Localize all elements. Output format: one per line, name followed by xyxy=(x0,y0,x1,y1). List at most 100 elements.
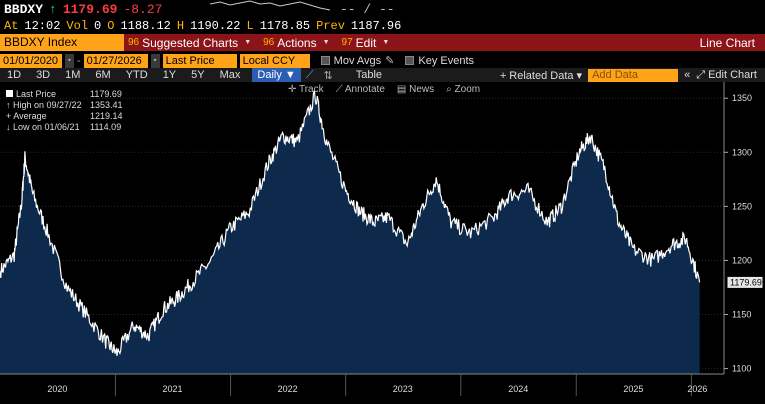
period-max[interactable]: Max xyxy=(219,69,241,81)
mov-avgs-label: Mov Avgs xyxy=(333,54,382,67)
y-tick-label: 1100 xyxy=(732,364,751,374)
legend-row[interactable]: Last Price 1179.69 xyxy=(6,89,123,100)
pencil-icon[interactable]: ✎ xyxy=(385,55,395,67)
y-tick-label: 1350 xyxy=(732,93,752,103)
chart-style-icon[interactable]: ⇅ xyxy=(323,69,333,82)
caret-down-icon: ▼ xyxy=(322,39,330,46)
y-tick-label: 1250 xyxy=(732,201,752,211)
x-tick-label: 2020 xyxy=(47,384,67,394)
open-label: O xyxy=(107,18,115,33)
bid-ask: -- / -- xyxy=(340,2,395,17)
legend-row: + Average 1219.14 xyxy=(6,111,123,121)
x-tick-label: 2022 xyxy=(278,384,298,394)
period-6m[interactable]: 6M xyxy=(95,69,111,81)
currency-selector[interactable]: Local CCY xyxy=(239,53,310,68)
high-label: H xyxy=(176,18,185,33)
last-price-tag-text: 1179.69 xyxy=(730,277,762,287)
x-axis: 2020 2021 2022 2023 2024 2025 2026 xyxy=(0,373,724,396)
period-1d[interactable]: 1D xyxy=(7,69,22,81)
menu-number: 96 xyxy=(128,37,140,48)
chart-panel[interactable]: 1100 1150 1200 1250 1300 1350 2020 2021 2022 202… xyxy=(0,82,765,404)
ticker-symbol[interactable]: BBDXY xyxy=(4,2,44,17)
y-tick-label: 1150 xyxy=(732,310,751,320)
range-separator: - xyxy=(77,54,81,67)
x-tick-label: 2024 xyxy=(508,384,528,394)
price-chart[interactable]: 1100 1150 1200 1250 1300 1350 2020 2021 2022 202… xyxy=(0,82,765,404)
last-price-tag-box xyxy=(726,275,764,289)
related-data-button[interactable]: + Related Data ▾ xyxy=(499,69,583,82)
y-axis: 1100 1150 1200 1250 1300 1350 xyxy=(723,82,752,374)
y-tick-label: 1300 xyxy=(732,147,752,157)
frequency-label: Daily xyxy=(257,69,282,81)
menu-label: Actions xyxy=(277,35,317,50)
legend-label: High on 09/27/22 xyxy=(13,100,82,110)
caret-down-icon: ▼ xyxy=(244,39,252,46)
price-change: -8.27 xyxy=(123,2,163,17)
period-5y[interactable]: 5Y xyxy=(191,69,205,81)
news-button[interactable]: ▤ News xyxy=(396,84,435,95)
mov-avgs-toggle[interactable]: Mov Avgs ✎ xyxy=(320,54,395,67)
menu-bar: BBDXY Index 96 Suggested Charts ▼ 96 Act… xyxy=(0,34,765,51)
menu-suggested-charts[interactable]: 96 Suggested Charts ▼ xyxy=(124,34,259,51)
add-data-input[interactable]: Add Data xyxy=(588,68,679,82)
annotate-button[interactable]: ⟋ Annotate xyxy=(335,84,385,95)
legend-row: ↓ Low on 01/06/21 1114.09 xyxy=(6,122,122,132)
legend-value: 1114.09 xyxy=(90,122,122,132)
sparkline-icon xyxy=(210,0,330,11)
period-1y[interactable]: 1Y xyxy=(162,69,177,81)
start-date-field[interactable]: 01/01/2020 xyxy=(0,53,62,68)
period-3d[interactable]: 3D xyxy=(36,69,51,81)
x-tick-label: 2021 xyxy=(163,384,183,394)
x-tick-label: 2026 xyxy=(687,384,707,394)
legend-label: Average xyxy=(13,111,47,121)
legend-label: Last Price xyxy=(16,89,57,99)
table-button[interactable]: Table xyxy=(355,69,383,81)
checkbox-icon xyxy=(320,56,330,65)
quote-low: 1178.85 xyxy=(259,18,311,33)
y-tick-label: 1200 xyxy=(732,255,752,265)
end-date-field[interactable]: 01/27/2026 xyxy=(83,53,148,68)
price-area xyxy=(0,90,700,374)
zoom-button[interactable]: ⌕ Zoom xyxy=(446,84,481,95)
legend-value: 1219.14 xyxy=(90,111,123,121)
quote-prev: 1187.96 xyxy=(350,18,402,33)
date-range-row: 01/01/2020 ▪ - 01/27/2026 ▪ Last Price L… xyxy=(0,53,765,68)
last-price: 1179.69 xyxy=(62,2,118,17)
price-line xyxy=(0,90,701,356)
quote-volume: 0 xyxy=(94,18,102,33)
line-chart-icon[interactable]: ⟋ xyxy=(305,68,314,81)
edit-chart-button[interactable]: ⤢ Edit Chart xyxy=(690,69,765,82)
calendar-icon[interactable]: ▪ xyxy=(150,53,160,68)
x-tick-label: 2025 xyxy=(623,384,643,394)
collapse-icon[interactable]: « xyxy=(684,69,691,81)
menu-label: Edit xyxy=(355,35,377,50)
news-label: News xyxy=(409,84,435,95)
quote-high: 1190.22 xyxy=(190,18,241,33)
period-1m[interactable]: 1M xyxy=(65,69,81,81)
quote-open: 1188.12 xyxy=(120,18,171,33)
zoom-label: Zoom xyxy=(454,84,481,95)
menu-actions[interactable]: 96 Actions ▼ xyxy=(259,34,337,51)
annotate-label: Annotate xyxy=(344,84,385,95)
legend-value: 1179.69 xyxy=(90,89,122,99)
frequency-dropdown[interactable]: Daily ▼ xyxy=(252,68,301,82)
security-field[interactable]: BBDXY Index xyxy=(0,34,124,51)
ticker-bar: BBDXY ↑ 1179.69 -8.27 -- / -- xyxy=(0,0,765,19)
period-ytd[interactable]: YTD xyxy=(125,69,148,81)
vol-label: Vol xyxy=(66,18,89,33)
key-events-toggle[interactable]: Key Events xyxy=(405,55,474,67)
field-selector[interactable]: Last Price xyxy=(162,53,237,68)
chart-type-label: Line Chart xyxy=(699,35,755,50)
quote-bar: At 12:02 Vol 0 O 1188.12 H 1190.22 L 117… xyxy=(0,17,765,34)
menu-number: 97 xyxy=(341,37,353,48)
chart-legend: Last Price 1179.69 ↑ High on 09/27/22 1353… xyxy=(6,89,123,133)
legend-value: 1353.41 xyxy=(90,100,123,110)
track-button[interactable]: ✛ Track xyxy=(288,84,324,95)
menu-edit[interactable]: 97 Edit ▼ xyxy=(338,34,398,51)
period-row: 1D 3D 1M 6M YTD 1Y 5Y Max Daily ▼ ⟋ ⇅ Ta… xyxy=(0,68,765,82)
calendar-icon[interactable]: ▪ xyxy=(65,53,74,68)
low-label: L xyxy=(246,18,254,33)
caret-down-icon: ▼ xyxy=(382,39,390,46)
quote-time: 12:02 xyxy=(24,18,61,33)
legend-label: Low on 01/06/21 xyxy=(13,122,80,132)
